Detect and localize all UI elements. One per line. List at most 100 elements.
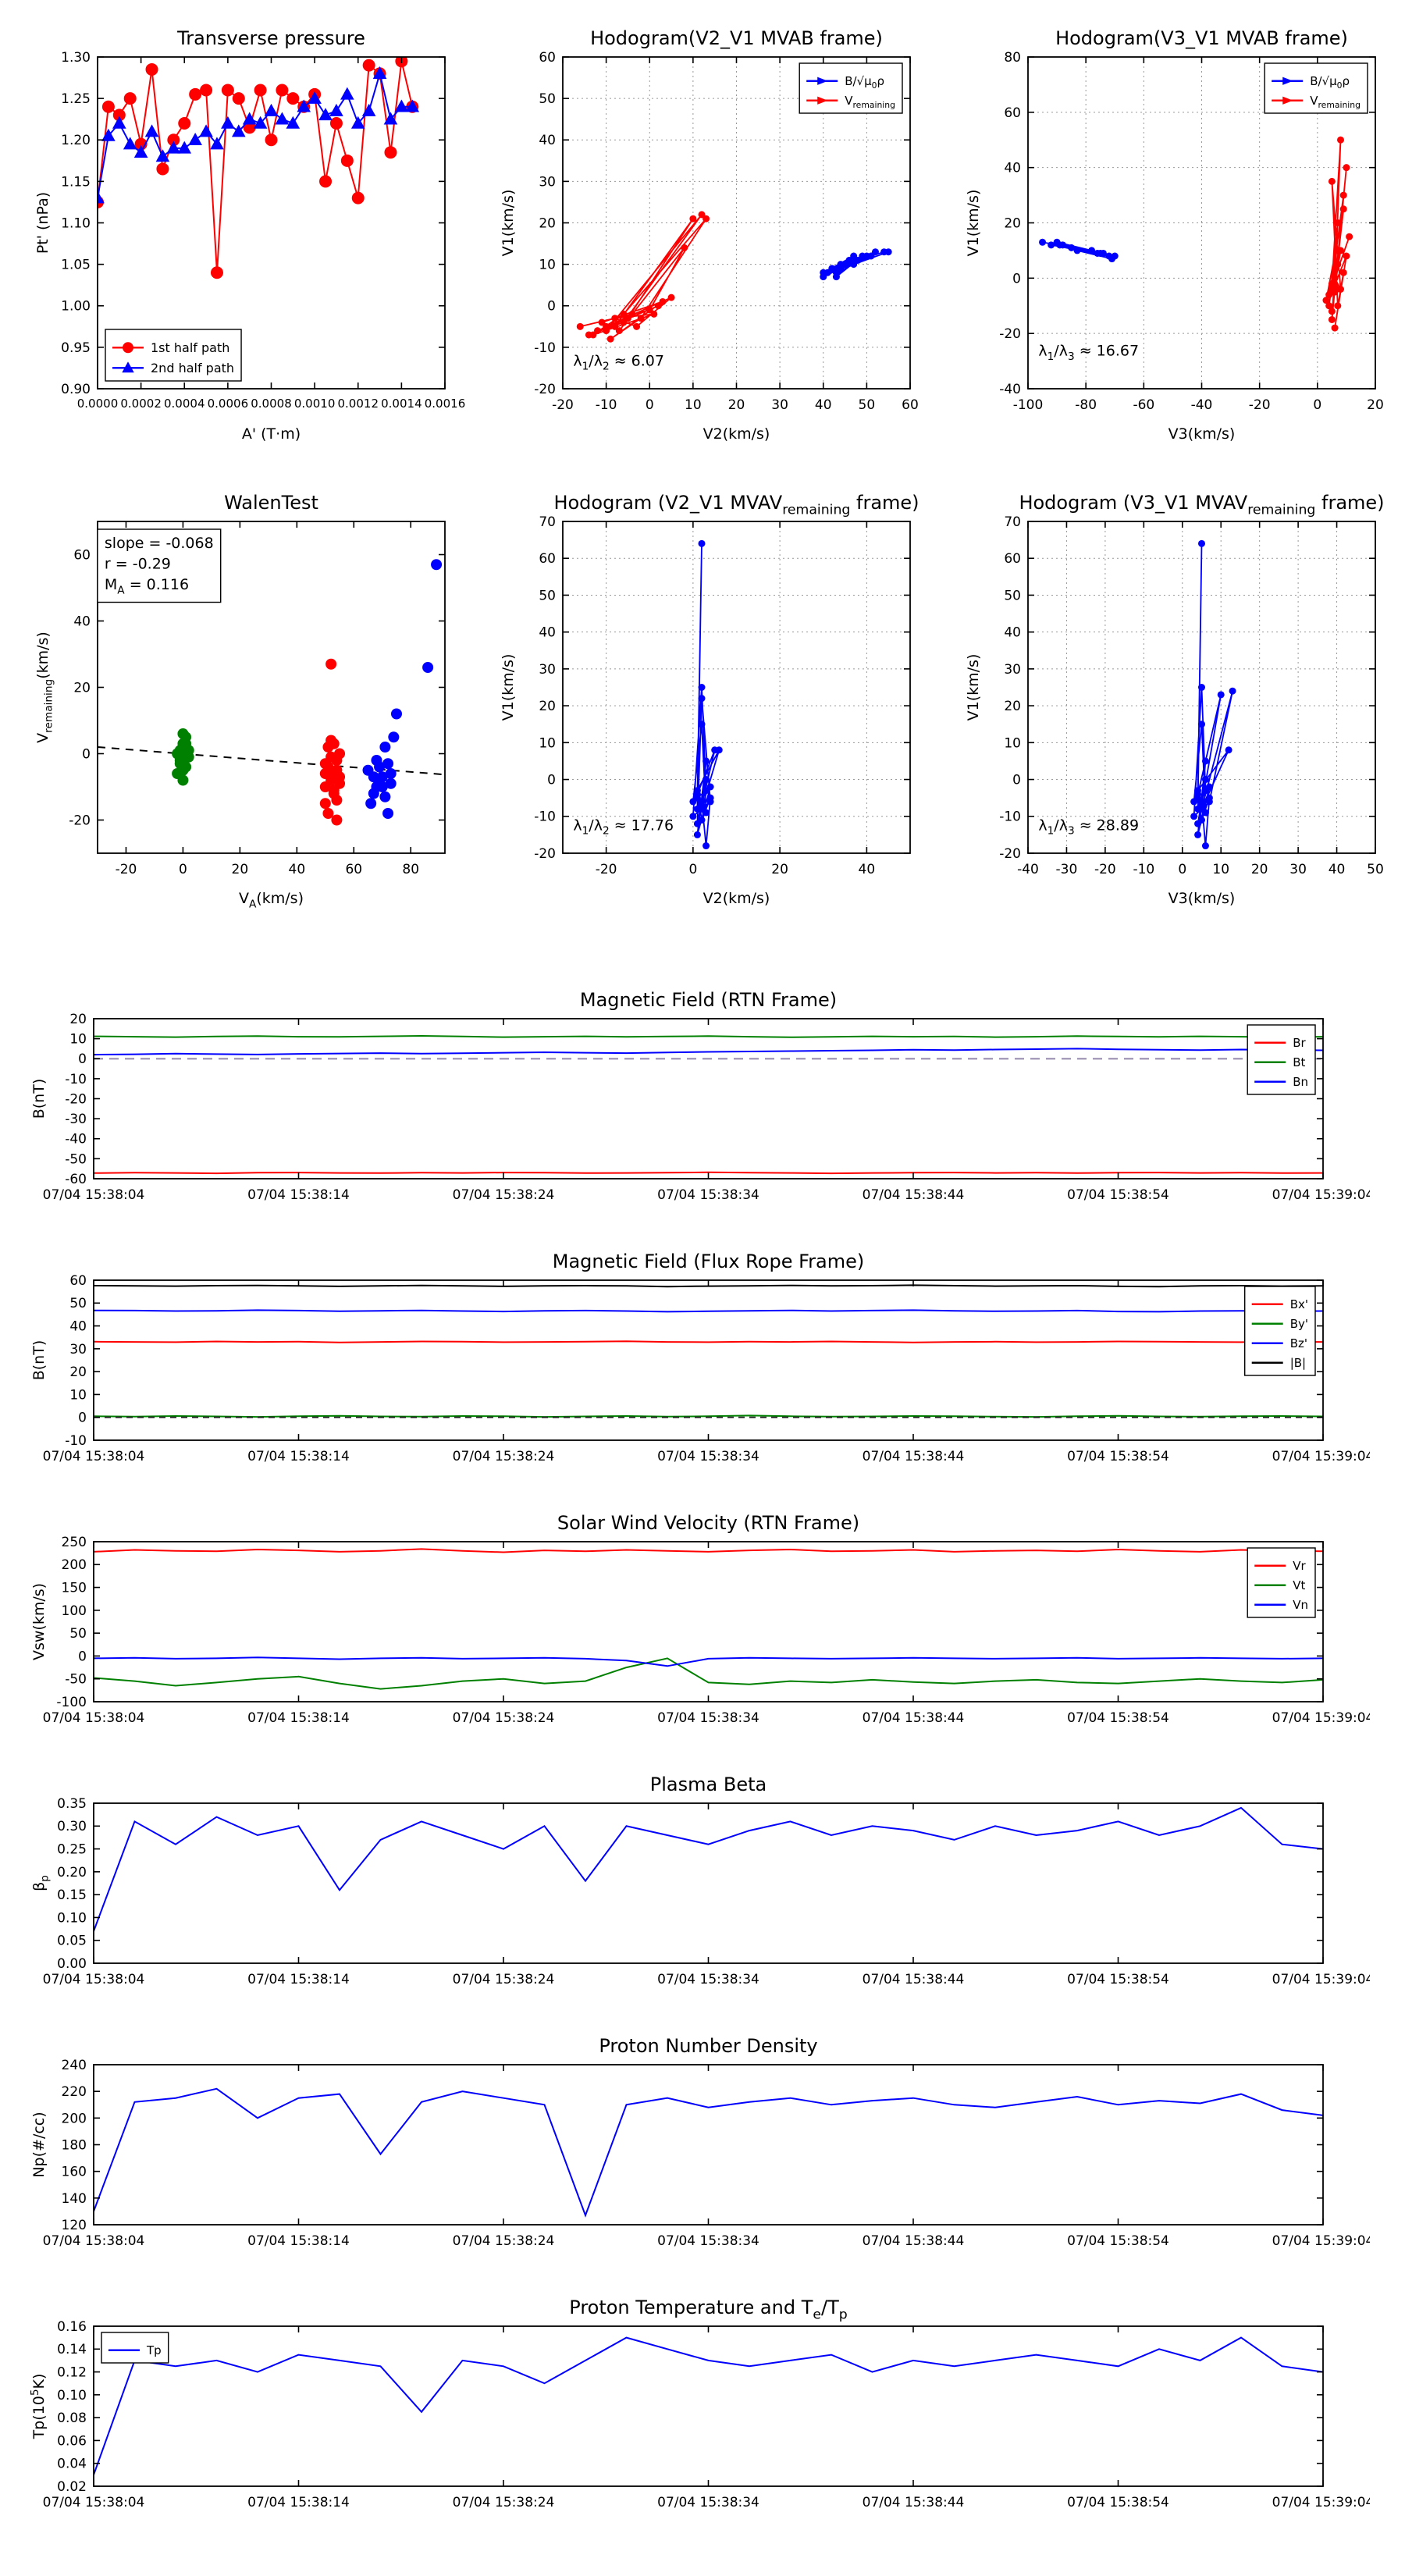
svg-text:-20: -20 <box>1249 397 1271 413</box>
svg-text:70: 70 <box>1004 514 1021 530</box>
svg-text:1.30: 1.30 <box>61 50 91 66</box>
series-layer <box>94 2336 1323 2475</box>
svg-text:-10: -10 <box>596 397 617 413</box>
svg-text:07/04 15:38:14: 07/04 15:38:14 <box>247 1972 350 1987</box>
svg-text:60: 60 <box>73 547 91 563</box>
y-axis-label: βp​ <box>30 1875 51 1891</box>
tick-marks <box>93 1018 1324 1179</box>
svg-text:0.0006: 0.0006 <box>208 397 249 411</box>
svg-text:50: 50 <box>1004 588 1021 603</box>
svg-text:07/04 15:38:24: 07/04 15:38:24 <box>453 2495 555 2510</box>
svg-text:07/04 15:39:04: 07/04 15:39:04 <box>1272 1449 1370 1464</box>
svg-text:07/04 15:39:04: 07/04 15:39:04 <box>1272 1187 1370 1203</box>
series-Np <box>94 2087 1323 2218</box>
svg-text:60: 60 <box>69 1273 87 1289</box>
svg-text:0.00: 0.00 <box>57 1956 87 1972</box>
y-tick-labels: -20 -10 0 10 20 30 40 50 60 70 <box>534 514 556 862</box>
svg-text:40: 40 <box>1004 625 1021 641</box>
svg-text:07/04 15:38:04: 07/04 15:38:04 <box>43 1187 145 1203</box>
svg-text:0.12: 0.12 <box>57 2365 87 2381</box>
svg-text:07/04 15:38:04: 07/04 15:38:04 <box>43 2495 145 2510</box>
svg-text:-40: -40 <box>65 1132 87 1147</box>
y-tick-labels: -20 -10 0 10 20 30 40 50 60 70 <box>999 514 1021 862</box>
svg-text:60: 60 <box>345 862 362 877</box>
chart-hodogram-v2v1-mvab: -20 -10 0 10 20 30 40 50 60 -20 -10 0 10 20 30 40 50 60 Ho… <box>481 12 932 463</box>
tick-marks <box>93 1802 1324 1964</box>
legend: Br Bt Bn <box>1247 1024 1316 1095</box>
svg-text:0: 0 <box>78 1051 87 1067</box>
axes-frame <box>93 2064 1324 2226</box>
series-Bn <box>94 1048 1323 1056</box>
svg-text:0.30: 0.30 <box>57 1819 87 1834</box>
svg-text:07/04 15:38:14: 07/04 15:38:14 <box>247 2233 350 2249</box>
svg-text:40: 40 <box>73 614 91 629</box>
y-tick-labels: 120 140 160 180 200 220 240 <box>62 2058 87 2233</box>
svg-text:100: 100 <box>62 1603 87 1619</box>
svg-text:-10: -10 <box>65 1072 87 1087</box>
svg-text:Vn: Vn <box>1293 1598 1308 1612</box>
svg-text:-20: -20 <box>999 326 1021 342</box>
chart-canvas-mag_rtn: 07/04 15:38:04 07/04 15:38:14 07/04 15:38:… <box>30 989 1374 1203</box>
svg-text:-30: -30 <box>65 1112 87 1127</box>
svg-text:0.06: 0.06 <box>57 2433 87 2449</box>
svg-text:07/04 15:39:04: 07/04 15:39:04 <box>1272 1972 1370 1987</box>
chart-title: Hodogram(V2_V1 MVAB frame) <box>590 27 883 49</box>
svg-text:0: 0 <box>547 299 556 315</box>
svg-text:0.0004: 0.0004 <box>164 397 205 411</box>
svg-text:0.04: 0.04 <box>57 2457 87 2472</box>
svg-text:50: 50 <box>539 91 556 107</box>
svg-text:Bz': Bz' <box>1290 1336 1307 1350</box>
annotation: λ1​/λ3​ ≈ 16.67 <box>1038 343 1139 363</box>
chart-title: Transverse pressure <box>176 27 365 49</box>
chart-hodogram-v2v1-mvav: -20 0 20 40 -20 -10 0 10 20 30 40 50 60 70 Hodogram (V… <box>481 476 932 927</box>
svg-text:-10: -10 <box>65 1433 87 1449</box>
axes-frame <box>1027 521 1376 854</box>
x-tick-labels: 0.0000 0.0002 0.0004 0.0006 0.0008 0.0010 0.00… <box>77 397 466 411</box>
svg-text:-60: -60 <box>65 1172 87 1187</box>
series-layer <box>689 539 723 850</box>
series-By-prime <box>94 1414 1323 1418</box>
x-axis-label: V3(km/s) <box>1168 425 1236 443</box>
svg-text:07/04 15:38:14: 07/04 15:38:14 <box>247 1449 350 1464</box>
svg-text:07/04 15:39:04: 07/04 15:39:04 <box>1272 1710 1370 1726</box>
y-tick-labels: 0.90 0.95 1.00 1.05 1.10 1.15 1.20 1.25 1.30 <box>61 50 91 397</box>
svg-text:-60: -60 <box>1133 397 1154 413</box>
svg-text:0.10: 0.10 <box>57 1910 87 1926</box>
chart-solar-wind-velocity: 07/04 15:38:04 07/04 15:38:14 07/04 15:38:… <box>20 1503 1374 1737</box>
tick-marks <box>97 56 446 390</box>
chart-canvas-hodogram_v3v1_mvab: -100 -80 -60 -40 -20 0 20 -40 -20 0 20 40 60 80 Hodogr… <box>965 27 1384 443</box>
svg-text:200: 200 <box>62 1557 87 1573</box>
svg-text:λ1​/λ3​ ≈ 28.89: λ1​/λ3​ ≈ 28.89 <box>1038 817 1139 837</box>
svg-text:0.14: 0.14 <box>57 2342 87 2357</box>
svg-text:60: 60 <box>1004 551 1021 567</box>
svg-text:-20: -20 <box>999 846 1021 862</box>
chart-proton-temperature: 07/04 15:38:04 07/04 15:38:14 07/04 15:38:… <box>20 2287 1375 2521</box>
y-tick-labels: -40 -20 0 20 40 60 80 <box>999 50 1021 397</box>
series-layer <box>94 1034 1323 1175</box>
svg-text:|B|: |B| <box>1290 1356 1306 1370</box>
legend: B/√μ0​ρ Vremaining​ <box>799 62 903 114</box>
svg-text:180: 180 <box>62 2137 87 2153</box>
svg-text:-40: -40 <box>1017 862 1039 877</box>
svg-text:0.05: 0.05 <box>57 1934 87 1949</box>
axes-frame <box>93 2325 1324 2487</box>
svg-text:Br: Br <box>1293 1036 1306 1050</box>
svg-text:10: 10 <box>539 258 556 273</box>
svg-text:0.08: 0.08 <box>57 2411 87 2426</box>
chart-canvas-proton_temp: 07/04 15:38:04 07/04 15:38:14 07/04 15:38:… <box>29 2297 1375 2510</box>
svg-text:-20: -20 <box>65 1091 87 1107</box>
x-axis-label: VA​(km/s) <box>239 890 304 910</box>
x-tick-labels: -100 -80 -60 -40 -20 0 20 <box>1013 397 1384 413</box>
svg-text:40: 40 <box>1329 862 1346 877</box>
y-tick-labels: -20 -10 0 10 20 30 40 50 60 <box>534 50 556 397</box>
svg-text:20: 20 <box>69 1012 87 1027</box>
series-Tp <box>94 2336 1323 2475</box>
chart-canvas-vsw_rtn: 07/04 15:38:04 07/04 15:38:14 07/04 15:38:… <box>30 1512 1374 1726</box>
svg-text:-100: -100 <box>1013 397 1044 413</box>
chart-title: Proton Temperature and Te​/Tp​ <box>569 2297 847 2323</box>
svg-text:30: 30 <box>539 174 556 190</box>
series-layer <box>94 1548 1323 1690</box>
svg-text:30: 30 <box>1289 862 1307 877</box>
svg-text:250: 250 <box>62 1535 87 1550</box>
